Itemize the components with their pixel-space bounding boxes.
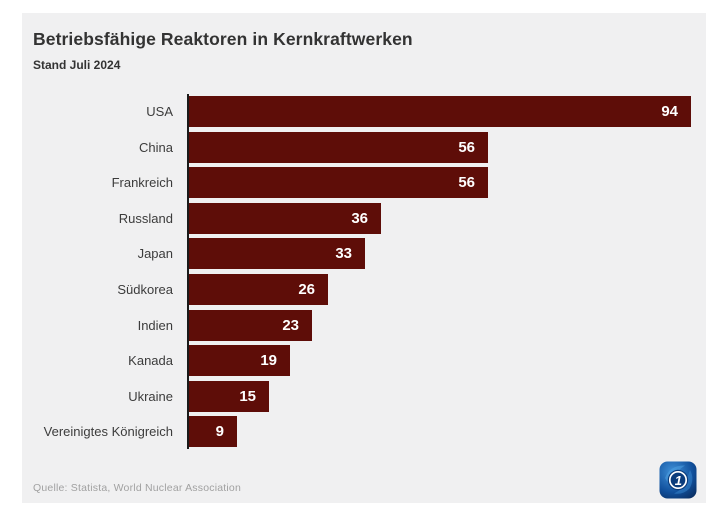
value-label: 33 <box>335 245 352 263</box>
logo-globe-shade <box>674 470 693 494</box>
bar-track: 94 <box>189 96 706 127</box>
bar-track: 33 <box>189 238 706 270</box>
bar-track: 36 <box>189 202 706 234</box>
category-label: Russland <box>118 210 173 226</box>
bar: 56 <box>189 131 488 163</box>
category-label: Indien <box>137 317 173 333</box>
bar-track: 56 <box>189 131 706 163</box>
value-label: 23 <box>282 316 299 334</box>
chart-title: Betriebsfähige Reaktoren in Kernkraftwer… <box>33 29 413 49</box>
value-label: 26 <box>298 280 315 298</box>
bar-track: 9 <box>189 416 706 448</box>
bar: 19 <box>189 345 290 377</box>
value-label: 9 <box>215 423 224 441</box>
chart-row: Vereinigtes Königreich 9 <box>22 416 706 448</box>
category-label: Frankreich <box>111 175 173 191</box>
bar: 36 <box>189 202 381 234</box>
bar-track: 56 <box>189 167 706 199</box>
bar-track: 26 <box>189 273 706 305</box>
bar: 56 <box>189 167 488 199</box>
category-label: USA <box>146 104 173 119</box>
bar: 9 <box>189 416 237 448</box>
category-label: Kanada <box>128 353 173 369</box>
chart-row: Südkorea 26 <box>22 273 706 305</box>
logo-ring <box>668 470 688 490</box>
value-label: 94 <box>661 103 678 120</box>
category-label: China <box>139 139 173 155</box>
bar: 26 <box>189 273 328 305</box>
bar: 33 <box>189 238 365 270</box>
chart-subtitle: Stand Juli 2024 <box>33 58 121 72</box>
bar-chart: USA 94 China 56 Frankreich 56 Russland 36 Japan 3… <box>22 94 706 450</box>
bar: 94 <box>189 96 691 127</box>
chart-row: USA 94 <box>22 96 706 127</box>
bar-track: 19 <box>189 345 706 377</box>
bar-track: 15 <box>189 380 706 412</box>
category-label: Ukraine <box>128 388 173 404</box>
chart-row: Kanada 19 <box>22 345 706 377</box>
chart-panel: Betriebsfähige Reaktoren in Kernkraftwer… <box>22 13 706 503</box>
value-label: 15 <box>239 387 256 405</box>
value-label: 19 <box>260 352 277 370</box>
bar: 15 <box>189 380 269 412</box>
bar-track: 23 <box>189 309 706 341</box>
tagesschau-ard-globe-logo: 1 <box>659 461 697 499</box>
bar: 23 <box>189 309 312 341</box>
logo-inner-disc <box>667 469 689 491</box>
chart-row: Indien 23 <box>22 309 706 341</box>
value-label: 36 <box>351 209 368 227</box>
chart-row: Russland 36 <box>22 202 706 234</box>
value-label: 56 <box>458 174 475 192</box>
chart-row: Frankreich 56 <box>22 167 706 199</box>
category-label: Vereinigtes Königreich <box>43 424 173 440</box>
category-label: Südkorea <box>117 281 173 297</box>
value-label: 56 <box>458 138 475 156</box>
chart-header: Betriebsfähige Reaktoren in Kernkraftwer… <box>22 13 706 72</box>
logo-one-glyph: 1 <box>675 473 682 488</box>
chart-row: Ukraine 15 <box>22 380 706 412</box>
chart-row: Japan 33 <box>22 238 706 270</box>
axis-line <box>187 94 189 450</box>
category-label: Japan <box>137 246 173 262</box>
source-note: Quelle: Statista, World Nuclear Associat… <box>33 482 241 494</box>
chart-row: China 56 <box>22 131 706 163</box>
